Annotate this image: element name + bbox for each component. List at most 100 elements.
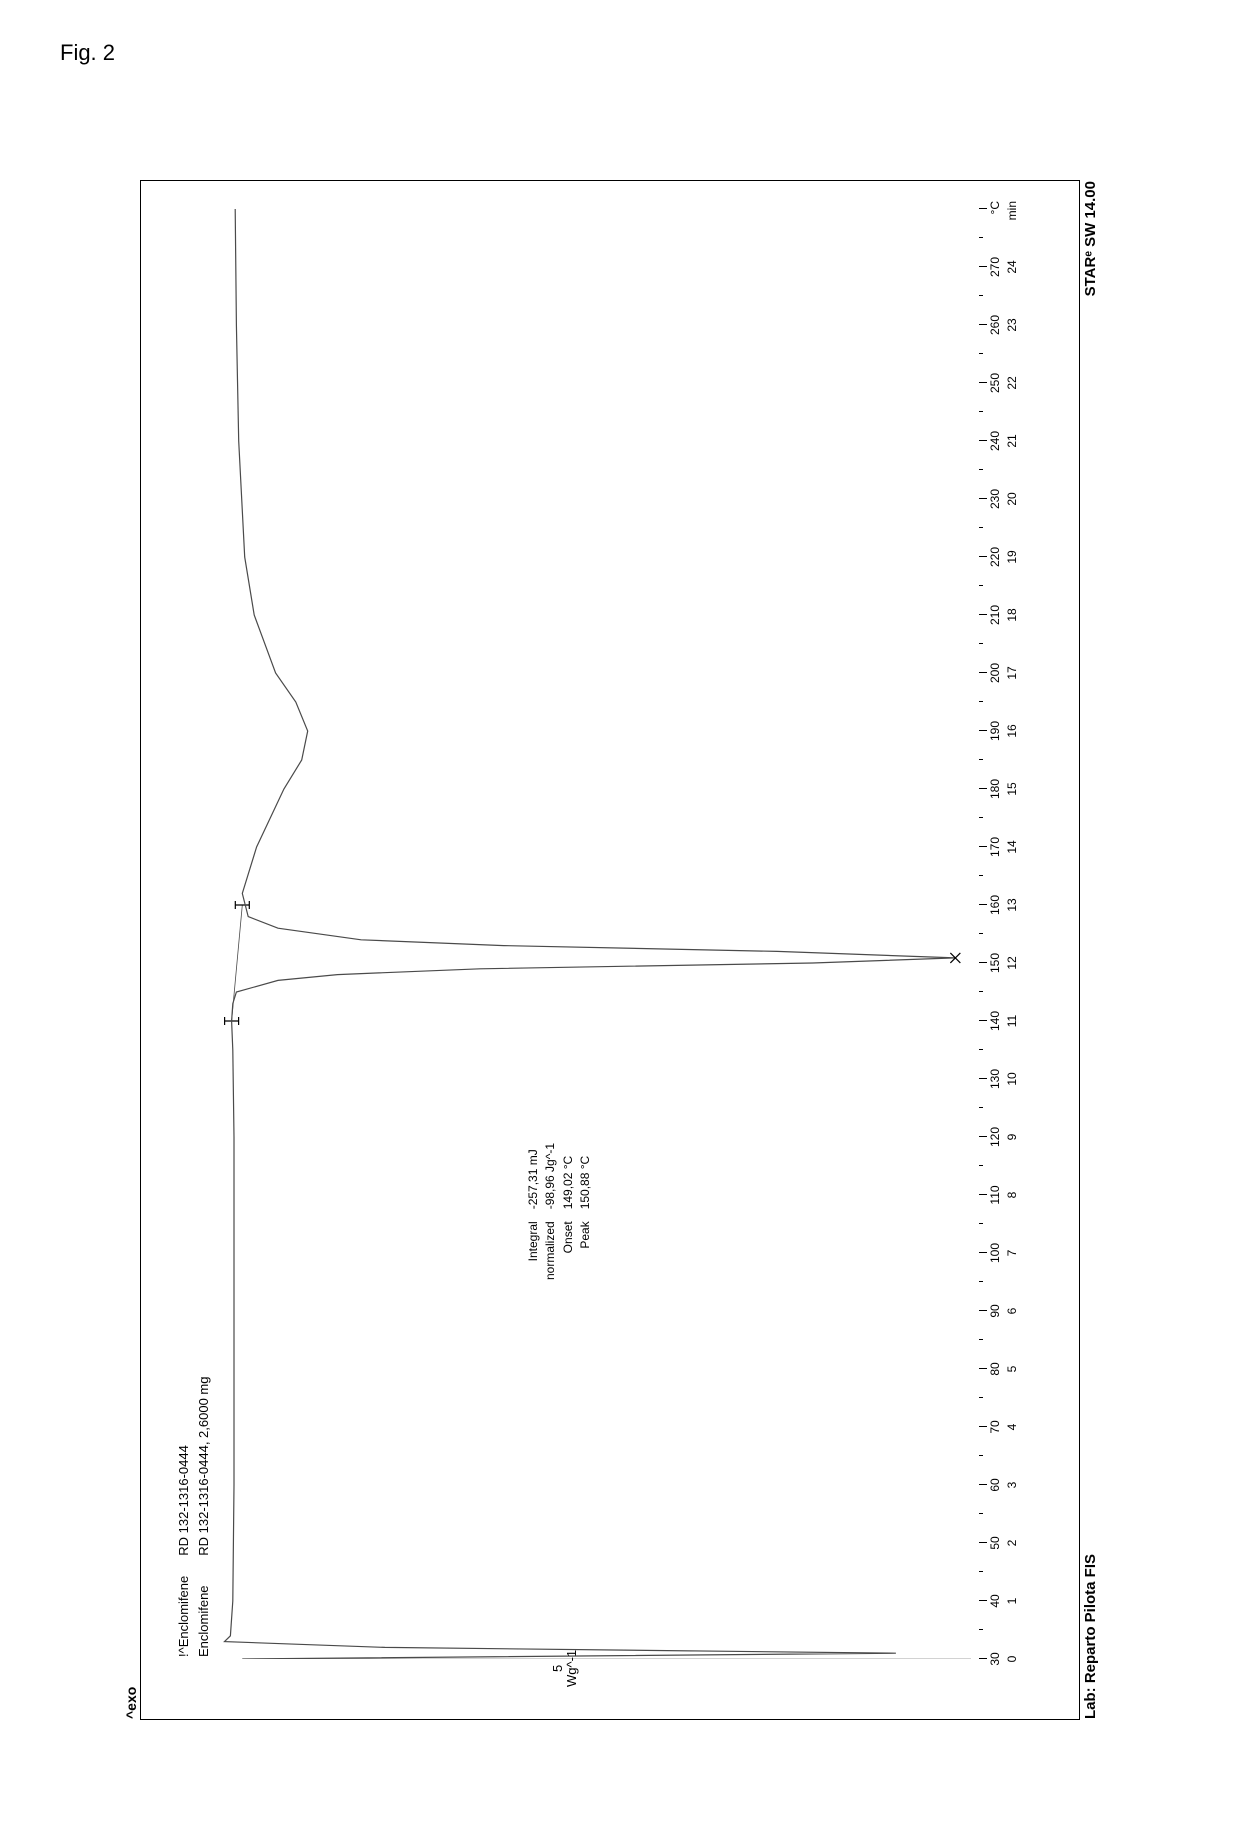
plot-area: !^Enclomifene RD 132-1316-0444 Enclomife… [171,209,991,1659]
xaxis-tick [979,1368,987,1369]
xaxis-temp-label: 240 [988,431,1002,451]
xaxis-tick [979,1020,987,1021]
xaxis-time-label: 0 [1005,1656,1019,1663]
xaxis-minor-tick [979,759,983,760]
xaxis-time-label: 3 [1005,1482,1019,1489]
xaxis-temp-label: 120 [988,1127,1002,1147]
xaxis-time-label: 4 [1005,1424,1019,1431]
xaxis-time-label: 10 [1005,1072,1019,1085]
xaxis-tick [979,382,987,383]
chart-rotated-wrapper: ^exo !^Enclomifene RD 132-1316-0444 Encl… [0,480,1240,1420]
xaxis-tick [979,1136,987,1137]
xaxis-time-label: 24 [1005,260,1019,273]
xaxis-time-label: 18 [1005,608,1019,621]
xaxis-minor-tick [979,1165,983,1166]
xaxis-tick [979,498,987,499]
xaxis-time-label: 14 [1005,840,1019,853]
xaxis-minor-tick [979,353,983,354]
xaxis-temp-label: 130 [988,1069,1002,1089]
peak-value-peak: 150,88 °C [578,1143,594,1209]
xaxis-time-label: 22 [1005,376,1019,389]
xaxis-minor-tick [979,295,983,296]
xaxis-minor-tick [979,933,983,934]
xaxis-time-label: 9 [1005,1134,1019,1141]
xaxis-minor-tick [979,1455,983,1456]
xaxis-minor-tick [979,701,983,702]
xaxis-temp-label: 70 [988,1420,1002,1433]
xaxis-time-label: 20 [1005,492,1019,505]
xaxis-minor-tick [979,1107,983,1108]
xaxis-temp-label: 110 [988,1185,1002,1204]
xaxis-temp-label: 200 [988,663,1002,683]
xaxis-minor-tick [979,1339,983,1340]
chart-frame: ^exo !^Enclomifene RD 132-1316-0444 Encl… [140,180,1080,1720]
xaxis-tick [979,730,987,731]
xaxis-time-label: 6 [1005,1308,1019,1315]
xaxis-time-label: 12 [1005,956,1019,969]
peak-annotation: Integral -257,31 mJ normalized -98,96 Jg… [524,1141,596,1282]
xaxis-time-label: 21 [1005,434,1019,447]
peak-label-integral: Integral [526,1211,542,1280]
x-axis: °C min 304050607080901001101201301401501… [979,209,1039,1659]
xaxis-tick [979,672,987,673]
xaxis-tick [979,1600,987,1601]
xaxis-time-label: 19 [1005,550,1019,563]
xaxis-time-label: 8 [1005,1192,1019,1199]
xaxis-tick [979,846,987,847]
xaxis-time-label: 16 [1005,724,1019,737]
xaxis-temp-label: 260 [988,315,1002,335]
xaxis-temp-label: 80 [988,1362,1002,1375]
xaxis-time-label: 7 [1005,1250,1019,1257]
xaxis-temp-label: 140 [988,1011,1002,1031]
xaxis-minor-tick [979,817,983,818]
xaxis-tick [979,440,987,441]
xaxis-temp-label: 90 [988,1304,1002,1317]
xaxis-tick [979,1484,987,1485]
xaxis-temp-label: 150 [988,953,1002,973]
xaxis-temp-label: 220 [988,547,1002,567]
xaxis-minor-tick [979,991,983,992]
xaxis-temp-label: 190 [988,721,1002,741]
xaxis-tick [979,1658,987,1659]
xaxis-tick [979,1252,987,1253]
peak-label-peak: Peak [578,1211,594,1280]
xaxis-tick [979,614,987,615]
xaxis-minor-tick [979,875,983,876]
xaxis-time-label: 23 [1005,318,1019,331]
xaxis-time-label: 17 [1005,666,1019,679]
xaxis-minor-tick [979,1223,983,1224]
xaxis-tick [979,1078,987,1079]
footer-lab: Lab: Reparto Pilota FIS [1082,1554,1099,1719]
xaxis-tick [979,1426,987,1427]
xaxis-temp-label: 60 [988,1478,1002,1491]
xaxis-temp-label: 210 [988,605,1002,625]
dsc-curve-svg [171,209,991,1659]
xaxis-tick [979,962,987,963]
peak-value-integral: -257,31 mJ [526,1143,542,1209]
xaxis-time-label: 2 [1005,1540,1019,1547]
peak-value-normalized: -98,96 Jg^-1 [543,1143,559,1209]
xaxis-temp-label: 50 [988,1536,1002,1549]
exo-direction-label: ^exo [123,1687,139,1719]
xaxis-temp-label: 30 [988,1652,1002,1665]
xaxis-minor-tick [979,1281,983,1282]
xaxis-time-label: 5 [1005,1366,1019,1373]
xaxis-time-label: 11 [1005,1015,1019,1027]
xaxis-temp-label: 270 [988,257,1002,277]
xaxis-tick [979,788,987,789]
xaxis-minor-tick [979,1629,983,1630]
xaxis-minor-tick [979,1049,983,1050]
xaxis-temp-label: 230 [988,489,1002,509]
peak-label-normalized: normalized [543,1211,559,1280]
xaxis-temp-label: 100 [988,1243,1002,1263]
figure-label: Fig. 2 [60,40,115,66]
xaxis-minor-tick [979,469,983,470]
xaxis-time-label: 1 [1005,1598,1019,1605]
xaxis-minor-tick [979,411,983,412]
xaxis-time-label: 15 [1005,782,1019,795]
xaxis-minor-tick [979,585,983,586]
xaxis-tick [979,1542,987,1543]
xaxis-temp-label: 250 [988,373,1002,393]
xaxis-tick [979,324,987,325]
xaxis-time-label: 13 [1005,898,1019,911]
